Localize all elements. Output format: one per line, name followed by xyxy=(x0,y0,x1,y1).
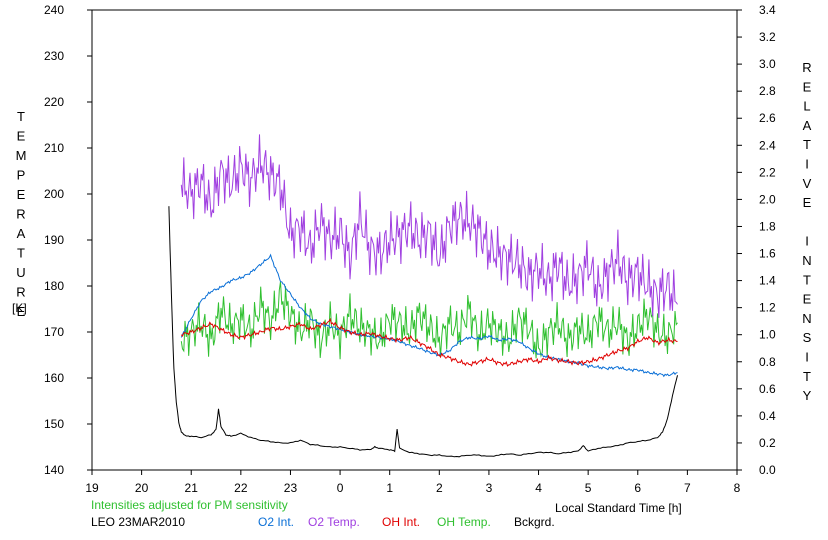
x-tick-label: 8 xyxy=(734,481,741,495)
x-tick-label: 5 xyxy=(585,481,592,495)
y-right-tick-label: 2.6 xyxy=(759,111,776,125)
x-tick-label: 3 xyxy=(486,481,493,495)
y-right-label-letter: N xyxy=(802,311,811,326)
y-left-label-letter: R xyxy=(16,285,25,300)
y-left-label-letter: A xyxy=(17,226,26,241)
y-right-tick-label: 0.8 xyxy=(759,355,776,369)
y-right-tick-label: 0.2 xyxy=(759,436,776,450)
y-left-label-letter: E xyxy=(17,304,26,319)
legend-entry: Bckgrd. xyxy=(514,515,555,529)
x-tick-label: 7 xyxy=(684,481,691,495)
y-left-tick-label: 140 xyxy=(44,463,64,477)
y-left-label-letter: T xyxy=(17,109,25,124)
y-left-tick-label: 230 xyxy=(44,49,64,63)
y-right-label-letter: S xyxy=(803,330,812,345)
x-tick-label: 6 xyxy=(634,481,641,495)
series-line-o2-int xyxy=(180,253,678,378)
y-left-tick-label: 190 xyxy=(44,233,64,247)
y-right-tick-label: 3.4 xyxy=(759,3,776,17)
y-right-tick-label: 2.8 xyxy=(759,84,776,98)
y-left-tick-label: 180 xyxy=(44,279,64,293)
y-right-tick-label: 1.0 xyxy=(759,328,776,342)
y-right-label-letter: V xyxy=(803,176,812,191)
x-tick-label: 4 xyxy=(535,481,542,495)
legend-entry: OH Int. xyxy=(382,515,420,529)
y-right-label-letter: I xyxy=(805,350,809,365)
legend-entry: O2 Int. xyxy=(258,515,294,529)
y-right-tick-label: 3.0 xyxy=(759,57,776,71)
y-right-tick-label: 1.2 xyxy=(759,301,776,315)
y-left-tick-label: 210 xyxy=(44,141,64,155)
y-right-tick-label: 2.2 xyxy=(759,165,776,179)
y-right-tick-label: 0.0 xyxy=(759,463,776,477)
series-line-o2-temp xyxy=(180,134,678,318)
legend: O2 Int. O2 Temp. OH Int. OH Temp. Bckgrd. xyxy=(258,515,555,529)
y-left-label-letter: E xyxy=(17,129,26,144)
y-left-tick-label: 160 xyxy=(44,371,64,385)
legend-entry: OH Temp. xyxy=(437,515,491,529)
legend-entry: O2 Temp. xyxy=(308,515,360,529)
y-left-tick-label: 170 xyxy=(44,325,64,339)
y-left-label-letter: M xyxy=(16,148,27,163)
y-right-label-letter: I xyxy=(805,234,809,249)
series-line-oh-temp xyxy=(180,281,678,360)
x-tick-label: 21 xyxy=(185,481,199,495)
y-left-label-letter: U xyxy=(16,265,25,280)
series-line-bckgrd xyxy=(168,206,678,458)
station-label: LEO 23MAR2010 xyxy=(91,515,185,529)
y-left-tick-label: 220 xyxy=(44,95,64,109)
y-left-tick-label: 150 xyxy=(44,417,64,431)
y-left-label-letter: E xyxy=(17,187,26,202)
y-right-label-letter: T xyxy=(803,137,811,152)
x-tick-label: 0 xyxy=(337,481,344,495)
left-axis-unit: [K] xyxy=(12,301,27,315)
pm-sensitivity-note: Intensities adjusted for PM sensitivity xyxy=(91,498,288,512)
y-right-tick-label: 0.6 xyxy=(759,382,776,396)
y-right-tick-label: 1.4 xyxy=(759,274,776,288)
y-right-label-letter: Y xyxy=(803,388,812,403)
y-right-tick-label: 1.6 xyxy=(759,247,776,261)
x-tick-label: 19 xyxy=(85,481,99,495)
x-tick-label: 1 xyxy=(386,481,393,495)
y-right-label-letter: T xyxy=(803,369,811,384)
x-tick-label: 22 xyxy=(234,481,248,495)
y-right-label-letter: E xyxy=(803,79,812,94)
y-left-tick-label: 200 xyxy=(44,187,64,201)
series-layer xyxy=(168,134,678,458)
y-right-tick-label: 0.4 xyxy=(759,409,776,423)
y-left-label-letter: T xyxy=(17,246,25,261)
y-right-label-letter: T xyxy=(803,272,811,287)
series-line-oh-int xyxy=(180,317,678,367)
y-right-tick-label: 3.2 xyxy=(759,30,776,44)
y-right-label-letter: R xyxy=(802,60,811,75)
y-right-label-letter: E xyxy=(803,292,812,307)
y-right-label-letter: I xyxy=(805,157,809,172)
y-right-tick-label: 2.4 xyxy=(759,138,776,152)
y-left-label-letter: R xyxy=(16,207,25,222)
y-right-label-letter: A xyxy=(803,118,812,133)
x-tick-label: 2 xyxy=(436,481,443,495)
y-left-label-letter: P xyxy=(17,168,26,183)
y-right-label-letter: L xyxy=(803,99,810,114)
x-axis-label: Local Standard Time [h] xyxy=(555,501,682,515)
y-left-tick-label: 240 xyxy=(44,3,64,17)
y-right-label-letter: N xyxy=(802,253,811,268)
x-tick-label: 20 xyxy=(135,481,149,495)
y-right-tick-label: 2.0 xyxy=(759,192,776,206)
y-right-tick-label: 1.8 xyxy=(759,219,776,233)
y-right-label-letter: E xyxy=(803,195,812,210)
ticks-layer: 19 20 21 22 23 0 1 2 3 4 5 6 7 8140150160170180190200… xyxy=(44,3,776,495)
x-tick-label: 23 xyxy=(284,481,298,495)
